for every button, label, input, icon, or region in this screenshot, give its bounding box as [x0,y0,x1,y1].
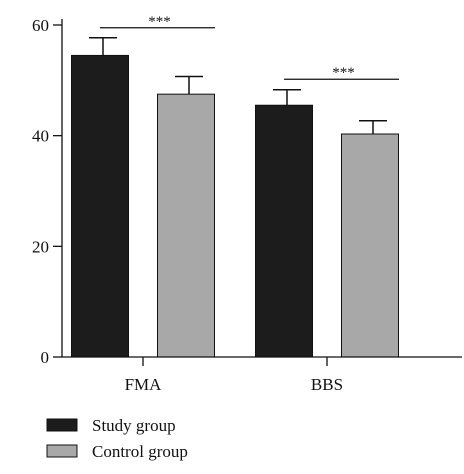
legend-swatch [46,444,78,458]
legend: Study group Control group [46,416,188,461]
axes: 0 20 40 60 FMA BBS [32,16,462,394]
y-tick-label: 60 [32,16,49,35]
significance-label: *** [148,14,171,30]
y-tick-label: 40 [32,127,49,146]
bar-fma-study-group [71,54,129,358]
y-tick-label: 20 [32,237,49,256]
bar-fma-control-group [157,93,215,358]
bar-bbs-study-group [255,104,313,358]
bar-bbs-control-group [341,133,399,358]
significance-label: *** [332,65,355,81]
bars [71,54,399,358]
y-tick-label: 0 [41,348,50,367]
legend-swatch [46,418,78,432]
legend-label: Control group [92,442,188,461]
x-tick-label: FMA [125,375,163,394]
x-tick-label: BBS [311,375,343,394]
significance-markers: *** *** [100,14,399,81]
legend-label: Study group [92,416,176,435]
error-bars [89,36,387,135]
